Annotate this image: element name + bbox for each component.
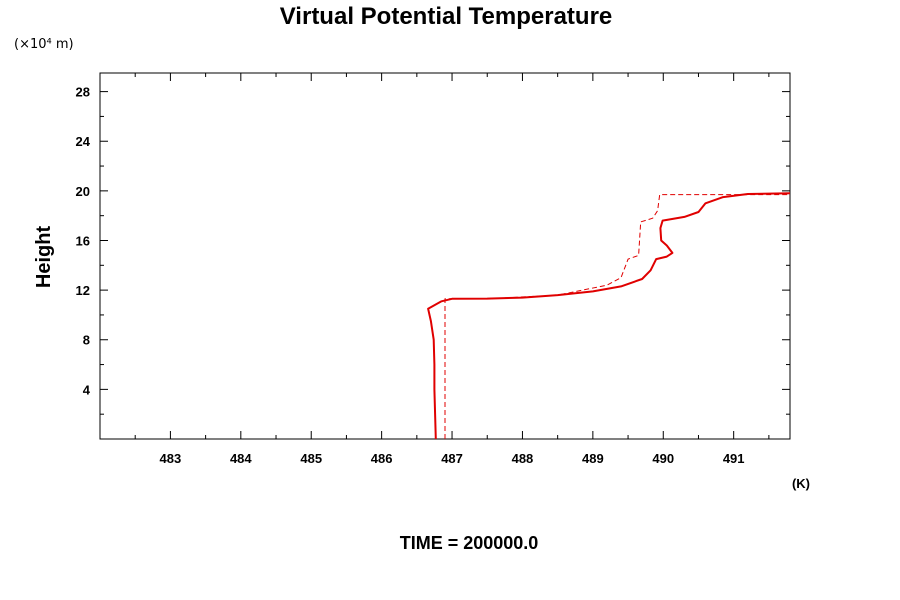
chart-title: Virtual Potential Temperature — [280, 3, 613, 30]
x-tick-label: 489 — [582, 451, 604, 466]
ticks-layer: 483 484 485 486 487 488 489 490 491 4 8 12 16 20 24 28 — [76, 73, 790, 466]
series-layer — [427, 192, 791, 440]
y-tick-label: 24 — [76, 134, 91, 149]
series-line-dashed — [444, 194, 790, 439]
x-unit-label: (K) — [792, 476, 810, 491]
y-tick-label: 28 — [76, 85, 90, 100]
y-tick-label: 16 — [76, 233, 90, 248]
x-tick-label: 488 — [512, 451, 534, 466]
series-line-solid — [427, 192, 791, 440]
x-tick-label: 484 — [230, 451, 252, 466]
x-tick-label: 491 — [723, 451, 745, 466]
x-tick-label: 487 — [441, 451, 463, 466]
time-footer: TIME = 200000.0 — [400, 533, 539, 553]
y-axis-label: Height — [33, 226, 55, 289]
y-tick-label: 12 — [76, 283, 90, 298]
y-tick-label: 4 — [83, 382, 91, 397]
y-tick-label: 20 — [76, 184, 90, 199]
x-tick-label: 486 — [371, 451, 393, 466]
y-unit-label: (×10⁴ m) — [14, 37, 74, 52]
x-tick-label: 490 — [652, 451, 674, 466]
x-tick-label: 483 — [160, 451, 182, 466]
y-tick-label: 8 — [83, 333, 90, 348]
plot-frame — [99, 72, 791, 440]
x-tick-label: 485 — [300, 451, 322, 466]
